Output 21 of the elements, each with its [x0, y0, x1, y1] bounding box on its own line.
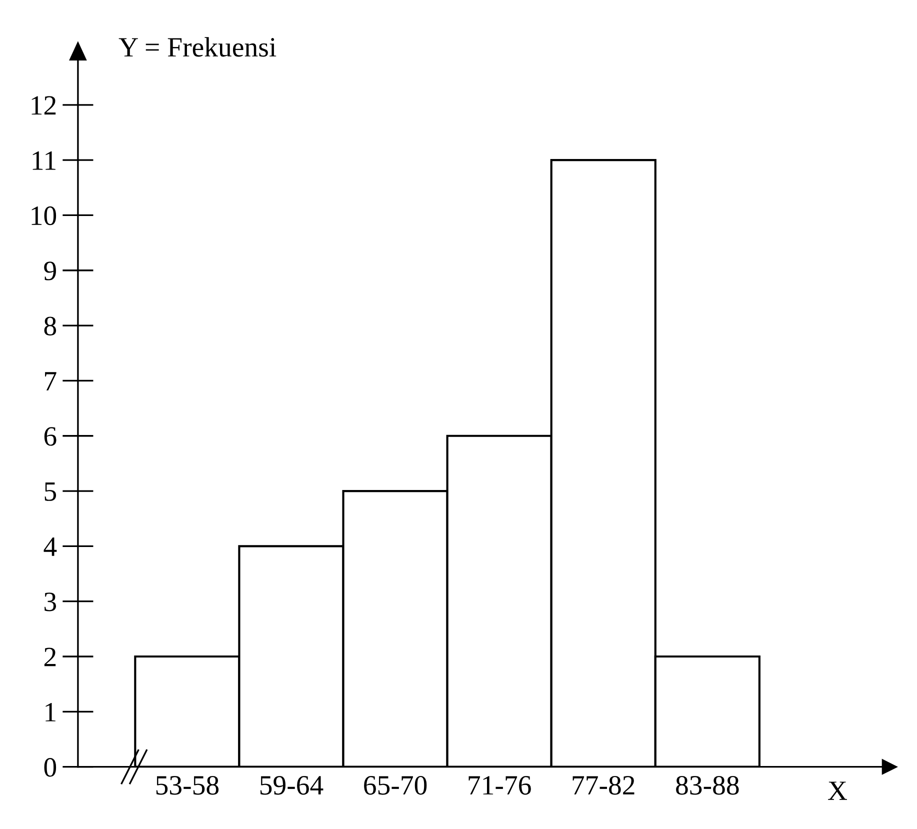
x-tick-label: 71-76	[468, 776, 531, 795]
x-tick-label: 65-70	[364, 776, 427, 795]
y-tick-label: 7	[45, 372, 56, 390]
y-tick-label: 4	[44, 538, 57, 556]
x-tick-label: 53-58	[156, 776, 219, 795]
x-tick-label: 77-82	[572, 776, 634, 795]
y-tick-label: 5	[44, 482, 56, 501]
x-tick-label: 83-88	[676, 776, 739, 795]
y-tick-label: 3	[44, 592, 56, 612]
x-axis-title: X	[828, 782, 847, 800]
y-tick-label: 2	[44, 648, 56, 666]
y-tick-label: 6	[44, 427, 56, 446]
y-tick-label: 0	[44, 758, 56, 777]
y-tick-label: 11	[32, 151, 56, 170]
y-tick-label: 10	[32, 206, 56, 226]
y-tick-label: 1	[46, 702, 56, 722]
y-tick-label: 12	[32, 96, 56, 115]
y-tick-label: 8	[44, 316, 56, 336]
y-tick-label: 9	[44, 262, 56, 280]
y-axis-title: Y = Frekuensi	[118, 37, 276, 57]
x-tick-label: 59-64	[260, 776, 324, 795]
